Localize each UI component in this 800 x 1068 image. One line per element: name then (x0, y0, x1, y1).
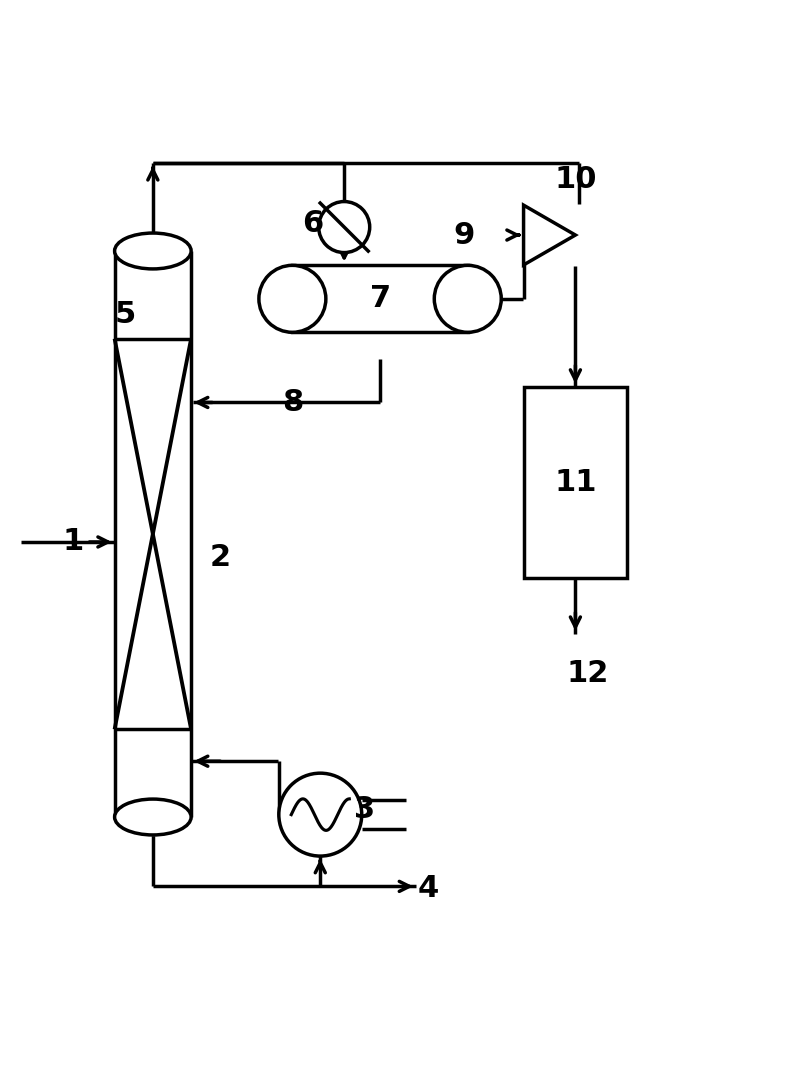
Ellipse shape (259, 265, 326, 332)
Text: 6: 6 (302, 208, 323, 237)
Circle shape (279, 773, 362, 857)
Text: 11: 11 (554, 468, 597, 497)
Text: 3: 3 (354, 795, 374, 823)
Text: 10: 10 (554, 164, 597, 193)
Text: 2: 2 (210, 544, 231, 572)
Ellipse shape (114, 233, 191, 269)
Bar (292, 265, 468, 332)
Text: 12: 12 (566, 659, 609, 688)
Polygon shape (523, 205, 575, 265)
Text: 5: 5 (114, 300, 135, 329)
Ellipse shape (434, 265, 502, 332)
Ellipse shape (114, 799, 191, 835)
Bar (523, 387, 627, 578)
Text: 7: 7 (370, 284, 390, 313)
Text: 8: 8 (282, 388, 303, 417)
Circle shape (318, 202, 370, 252)
Text: 9: 9 (453, 220, 474, 250)
Text: 4: 4 (418, 875, 438, 904)
Text: 1: 1 (62, 528, 84, 556)
